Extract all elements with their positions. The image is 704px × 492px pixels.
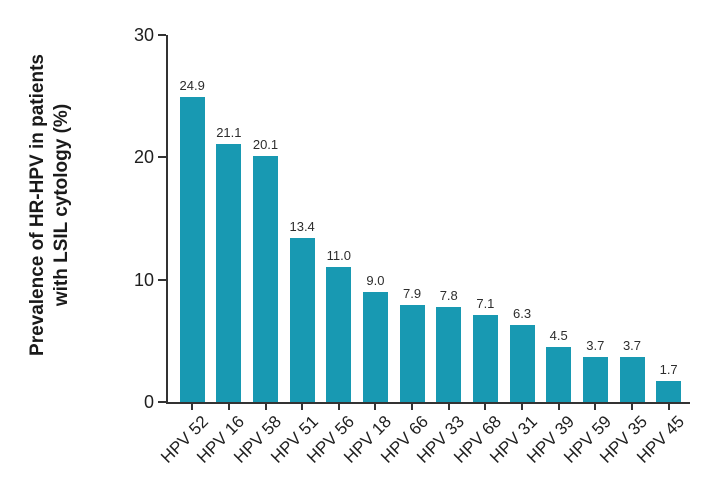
bar-value-label: 7.9 bbox=[403, 286, 422, 302]
x-tick-mark bbox=[484, 404, 487, 410]
bar bbox=[326, 267, 352, 402]
bar bbox=[399, 305, 425, 402]
x-tick-mark bbox=[374, 404, 377, 410]
x-axis-line bbox=[166, 402, 690, 404]
y-tick-label: 0 bbox=[143, 392, 154, 412]
x-tick-mark bbox=[191, 404, 194, 410]
x-tick-mark bbox=[411, 404, 414, 410]
y-axis-title-line1: Prevalence of HR-HPV in patients bbox=[27, 54, 48, 356]
y-axis-title-line2: with LSIL cytology (%) bbox=[51, 103, 72, 307]
bar bbox=[216, 143, 242, 402]
bar-value-label: 7.1 bbox=[476, 296, 495, 312]
x-tick-mark bbox=[447, 404, 450, 410]
x-tick-mark bbox=[594, 404, 597, 410]
bar bbox=[509, 324, 535, 402]
bar bbox=[289, 238, 315, 402]
bar bbox=[619, 356, 645, 402]
bar bbox=[179, 97, 205, 402]
bar bbox=[472, 315, 498, 402]
y-tick-label: 20 bbox=[133, 147, 154, 168]
bar-value-label: 3.7 bbox=[586, 337, 605, 353]
bar bbox=[253, 156, 278, 402]
bar-value-label: 13.4 bbox=[289, 219, 315, 235]
bar-value-label: 20.1 bbox=[252, 137, 279, 153]
bar bbox=[656, 381, 682, 402]
bar bbox=[546, 346, 572, 402]
bar bbox=[362, 291, 388, 402]
bar-value-label: 21.1 bbox=[216, 124, 242, 140]
y-tick-label: 10 bbox=[133, 269, 154, 290]
bar-value-label: 7.8 bbox=[439, 287, 458, 303]
y-tick-mark bbox=[158, 34, 166, 36]
x-tick-mark bbox=[557, 404, 560, 410]
bar-value-label: 9.0 bbox=[366, 272, 385, 288]
bar-value-label: 4.5 bbox=[549, 327, 568, 343]
x-tick-mark bbox=[337, 404, 340, 410]
bar-value-label: 1.7 bbox=[659, 362, 678, 378]
x-tick-mark bbox=[264, 404, 267, 410]
x-tick-mark bbox=[631, 404, 633, 410]
bar-value-label: 24.9 bbox=[179, 78, 205, 94]
y-tick-mark bbox=[158, 156, 166, 159]
bar-value-label: 11.0 bbox=[326, 248, 351, 264]
x-tick-mark bbox=[301, 404, 304, 410]
y-tick-label: 30 bbox=[133, 25, 154, 45]
y-tick-mark bbox=[158, 278, 166, 281]
x-tick-mark bbox=[667, 404, 670, 410]
y-tick-mark bbox=[158, 401, 166, 403]
bar bbox=[436, 306, 462, 402]
bar bbox=[582, 356, 608, 402]
bar-value-label: 6.3 bbox=[513, 305, 532, 321]
x-tick-mark bbox=[227, 404, 230, 410]
bar-value-label: 3.7 bbox=[622, 337, 642, 353]
x-tick-mark bbox=[521, 404, 524, 410]
y-axis-line bbox=[166, 35, 168, 404]
